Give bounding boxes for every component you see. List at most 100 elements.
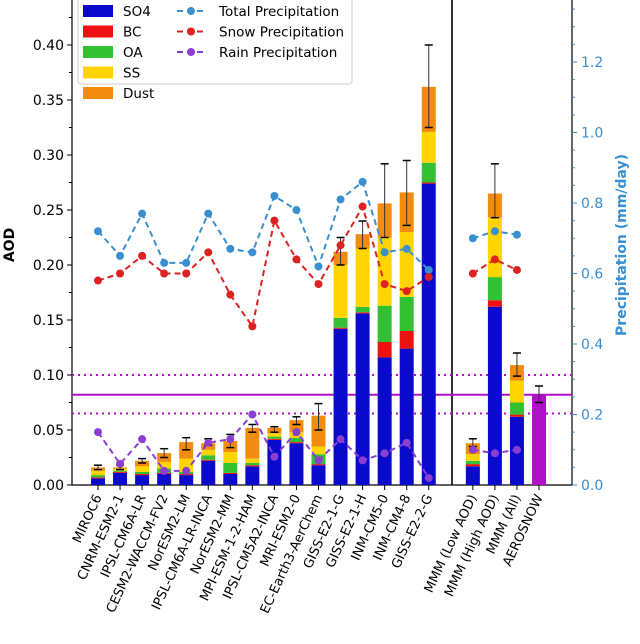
bar-oa — [509, 402, 524, 415]
bar-bc — [487, 300, 502, 307]
rain-precipitation-point — [490, 449, 499, 458]
y-tick-label: 0.05 — [33, 423, 64, 439]
bar-oa — [465, 460, 480, 465]
snow-precipitation-point — [226, 290, 235, 299]
bar-bc — [421, 182, 436, 184]
snow-precipitation-point — [292, 255, 301, 264]
total-precipitation-point — [424, 265, 433, 274]
bar-dust — [289, 420, 304, 433]
total-precipitation-point — [116, 251, 125, 260]
bar-ss — [487, 217, 502, 278]
bar-bc — [289, 442, 304, 444]
bar-so4 — [91, 478, 105, 485]
bar-oa — [421, 162, 436, 183]
rain-precipitation-point — [468, 445, 477, 454]
snow-precipitation-point — [248, 322, 257, 331]
bar-ss — [509, 380, 524, 403]
bar-so4 — [311, 465, 326, 485]
y-tick-label: 0.30 — [33, 148, 64, 164]
total-precipitation-point — [270, 191, 279, 200]
bar-ss — [179, 458, 194, 472]
legend-label: Rain Precipitation — [219, 45, 337, 61]
total-precipitation-point — [402, 244, 411, 253]
bar-oa — [333, 317, 348, 328]
y2-tick-label: 0.0 — [581, 478, 603, 494]
y2-tick-label: 0.6 — [581, 267, 603, 283]
bar-ss — [91, 470, 105, 476]
rain-precipitation-point — [182, 466, 191, 475]
bar-dust — [311, 415, 326, 447]
snow-precipitation-point — [402, 287, 411, 296]
rain-precipitation-point — [358, 456, 367, 465]
snow-precipitation-line — [472, 258, 518, 275]
rain-precipitation-point — [94, 428, 102, 437]
bar-bc — [399, 331, 414, 349]
y-axis-label: AOD — [2, 228, 18, 262]
bar-oa — [245, 463, 260, 466]
bar-so4 — [465, 466, 480, 485]
bar-so4 — [399, 348, 414, 485]
snow-precipitation-point — [336, 241, 345, 250]
bar-bc — [245, 465, 260, 467]
bar-so4 — [245, 466, 260, 485]
snow-precipitation-point — [468, 269, 477, 278]
y-tick-label: 0.40 — [33, 38, 64, 54]
rain-precipitation-point — [270, 452, 279, 461]
bar-dust — [245, 427, 260, 459]
snow-precipitation-point — [358, 202, 367, 211]
bar-so4 — [487, 306, 502, 485]
y-tick-label: 0.15 — [33, 313, 64, 329]
snow-precipitation-point — [270, 216, 279, 225]
bar-ss — [157, 461, 172, 469]
y2-tick-label: 0.2 — [581, 408, 603, 424]
total-precipitation-point — [204, 209, 213, 218]
y2-axis-label: Precipitation (mm/day) — [614, 154, 630, 336]
bar-oa — [267, 436, 282, 439]
snow-precipitation-point — [424, 273, 433, 282]
bar-ss — [377, 237, 392, 306]
legend-box — [77, 0, 353, 85]
total-precipitation-point — [468, 234, 477, 243]
rain-precipitation-line — [97, 412, 430, 479]
total-precipitation-point — [138, 209, 147, 218]
rain-precipitation-point — [336, 435, 345, 444]
snow-precipitation-point — [116, 269, 125, 278]
bar-aerosnow — [532, 394, 546, 485]
bar-ss — [267, 433, 282, 437]
bar-so4 — [179, 475, 194, 485]
y2-tick-label: 0.8 — [581, 196, 603, 212]
total-precipitation-point — [292, 206, 301, 215]
y-tick-label: 0.25 — [33, 203, 64, 219]
bar-so4 — [421, 183, 436, 485]
legend-label: Total Precipitation — [218, 4, 339, 20]
snow-precipitation-point — [182, 269, 191, 278]
bar-oa — [223, 463, 238, 473]
snow-precipitation-point — [138, 251, 147, 260]
bar-so4 — [377, 357, 392, 485]
bar-oa — [135, 471, 150, 474]
rain-precipitation-point — [292, 428, 301, 437]
legend-marker — [187, 27, 195, 36]
bar-ss — [201, 449, 216, 456]
bar-bc — [201, 459, 216, 461]
y-tick-label: 0.10 — [33, 368, 64, 384]
rain-precipitation-point — [248, 410, 257, 419]
snow-precipitation-point — [380, 280, 389, 289]
rain-precipitation-point — [160, 466, 169, 475]
bar-ss — [465, 454, 480, 461]
rain-precipitation-point — [424, 473, 433, 482]
bar-so4 — [355, 313, 370, 485]
bar-oa — [355, 306, 370, 313]
legend-label: BC — [123, 25, 141, 41]
bar-bc — [223, 472, 238, 474]
rain-precipitation-point — [204, 438, 213, 447]
total-precipitation-point — [226, 244, 235, 253]
y2-tick-label: 0.4 — [581, 337, 603, 353]
total-precipitation-point — [94, 227, 102, 236]
bar-ss — [311, 446, 326, 455]
bar-oa — [113, 470, 128, 472]
total-precipitation-point — [380, 248, 389, 257]
rain-precipitation-point — [116, 459, 125, 468]
legend-label: Snow Precipitation — [219, 25, 344, 41]
